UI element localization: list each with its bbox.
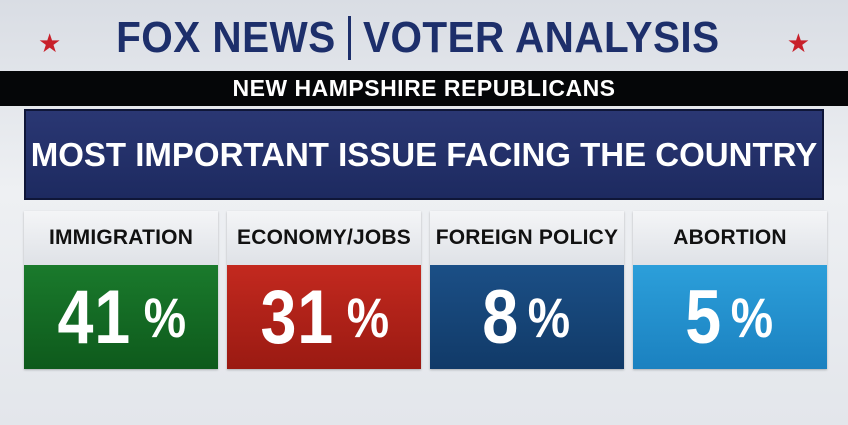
result-value: 31% [227,265,421,369]
subtitle-text: NEW HAMPSHIRE REPUBLICANS [232,75,616,101]
result-card-foreign-policy: FOREIGN POLICY 8% [430,211,624,369]
result-label: IMMIGRATION [24,211,218,265]
logo-divider [348,16,352,60]
result-number: 8 [482,274,519,360]
result-value: 5% [633,265,827,369]
question-banner: MOST IMPORTANT ISSUE FACING THE COUNTRY [24,109,824,200]
result-value: 41% [24,265,218,369]
percent-sign: % [731,285,775,349]
result-number: 41 [57,274,132,360]
result-card-economy-jobs: ECONOMY/JOBS 31% [227,211,421,369]
result-number: 5 [685,274,722,360]
star-icon: ★ [786,28,810,58]
result-label: ABORTION [633,211,827,265]
percent-sign: % [346,285,390,349]
result-number: 31 [260,274,335,360]
subtitle-bar: NEW HAMPSHIRE REPUBLICANS [0,71,848,106]
results-cards: IMMIGRATION 41% ECONOMY/JOBS 31% FOREIGN… [24,211,828,369]
fox-news-logo: FOX NEWS [116,13,337,62]
percent-sign: % [143,285,187,349]
result-card-immigration: IMMIGRATION 41% [24,211,218,369]
result-value: 8% [430,265,624,369]
percent-sign: % [528,285,572,349]
star-icon: ★ [38,28,62,58]
brand-header: ★ FOX NEWS VOTER ANALYSIS ★ [0,6,848,70]
result-label: FOREIGN POLICY [430,211,624,265]
result-card-abortion: ABORTION 5% [633,211,827,369]
question-text: MOST IMPORTANT ISSUE FACING THE COUNTRY [30,135,818,173]
result-label: ECONOMY/JOBS [227,211,421,265]
voter-analysis-title: VOTER ANALYSIS [363,13,720,62]
brand-logo: FOX NEWS VOTER ANALYSIS [97,13,750,63]
